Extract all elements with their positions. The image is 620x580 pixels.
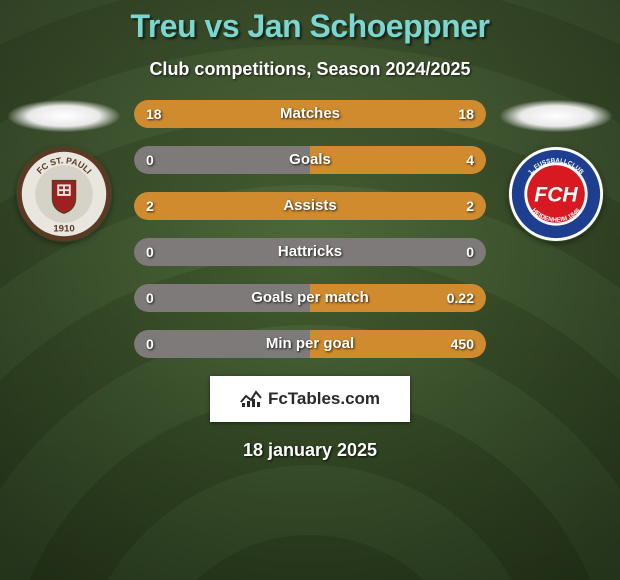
season-subtitle: Club competitions, Season 2024/2025 [0, 59, 620, 80]
stat-row: 0Goals per match0.22 [134, 284, 486, 312]
stat-value-right: 0.22 [435, 284, 486, 312]
stat-value-right: 18 [446, 100, 486, 128]
stat-row: 0Goals4 [134, 146, 486, 174]
svg-text:FCH: FCH [534, 184, 578, 207]
stat-row: 0Min per goal450 [134, 330, 486, 358]
stat-row: 2Assists2 [134, 192, 486, 220]
right-player-column: 1. FUSSBALLCLUB HEIDENHEIM 1846 FCH [496, 100, 616, 358]
svg-text:1910: 1910 [53, 223, 74, 234]
attribution-box: FcTables.com [210, 376, 410, 422]
player-silhouette-halo [500, 100, 612, 132]
stat-value-right: 2 [454, 192, 486, 220]
chart-icon [240, 390, 262, 408]
snapshot-date: 18 january 2025 [0, 440, 620, 461]
stat-label: Goals per match [134, 284, 486, 312]
right-club-badge: 1. FUSSBALLCLUB HEIDENHEIM 1846 FCH [508, 146, 604, 242]
comparison-layout: FC ST. PAULI 1910 18Matches180Goals42Ass… [0, 100, 620, 358]
stat-row: 0Hattricks0 [134, 238, 486, 266]
stat-label: Assists [134, 192, 486, 220]
stat-label: Goals [134, 146, 486, 174]
left-club-badge: FC ST. PAULI 1910 [16, 146, 112, 242]
stat-label: Hattricks [134, 238, 486, 266]
stat-value-right: 450 [439, 330, 486, 358]
comparison-title: Treu vs Jan Schoeppner [0, 8, 620, 45]
stat-label: Min per goal [134, 330, 486, 358]
stat-value-right: 4 [454, 146, 486, 174]
player-silhouette-halo [8, 100, 120, 132]
stat-value-right: 0 [454, 238, 486, 266]
attribution-text: FcTables.com [268, 389, 380, 409]
left-player-column: FC ST. PAULI 1910 [4, 100, 124, 358]
stat-bars: 18Matches180Goals42Assists20Hattricks00G… [134, 100, 486, 358]
stat-label: Matches [134, 100, 486, 128]
stat-row: 18Matches18 [134, 100, 486, 128]
